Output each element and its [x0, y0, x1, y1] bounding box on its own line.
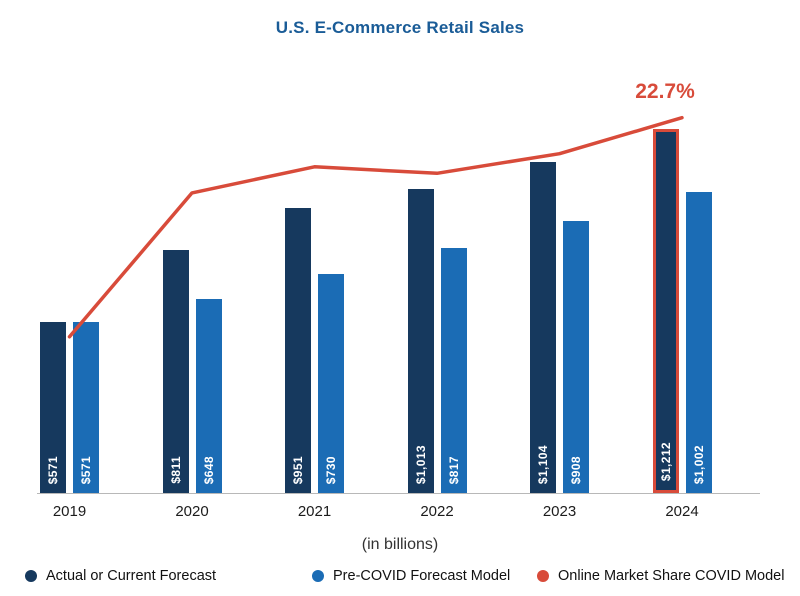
- x-axis-line: [37, 493, 760, 494]
- legend: Actual or Current Forecast Pre-COVID Fore…: [0, 566, 800, 588]
- legend-dot-icon: [537, 570, 549, 582]
- covid-model-line: [67, 115, 684, 339]
- legend-label: Pre-COVID Forecast Model: [333, 568, 511, 584]
- line-annotation: 22.7%: [635, 80, 695, 103]
- bar-value-label: $730: [324, 455, 338, 484]
- bar-2022-precovid: $817: [440, 247, 467, 493]
- legend-item-0: Actual or Current Forecast: [25, 566, 216, 586]
- x-tick-2020: 2020: [175, 503, 209, 520]
- bar-value-label: $1,013: [413, 444, 428, 484]
- bar-2022-actual: $1,013: [407, 189, 434, 493]
- bar-value-label: $1,002: [691, 444, 706, 484]
- x-tick-2024: 2024: [665, 503, 699, 520]
- bar-value-label: $951: [291, 455, 305, 484]
- legend-label: Actual or Current Forecast: [46, 568, 217, 584]
- bar-2021-precovid: $730: [318, 274, 344, 493]
- bar-2023-actual: $1,104: [530, 161, 556, 493]
- bar-value-label: $648: [201, 455, 216, 484]
- bar-value-label: $1,212: [658, 441, 673, 481]
- bar-2024-actual: $1,212: [652, 129, 679, 493]
- bar-value-label: $811: [168, 456, 183, 484]
- legend-item-2: Online Market Share COVID Model: [537, 566, 784, 586]
- x-tick-2019: 2019: [52, 503, 87, 520]
- bar-2020-precovid: $648: [195, 298, 222, 493]
- bar-2021-actual: $951: [285, 207, 311, 493]
- bar-value-label: $817: [446, 455, 461, 484]
- legend-label: Online Market Share COVID Model: [558, 568, 785, 584]
- bar-value-label: $571: [79, 455, 93, 484]
- bar-value-label: $1,104: [536, 444, 550, 484]
- bar-2024-precovid: $1,002: [685, 192, 712, 493]
- legend-item-1: Pre-COVID Forecast Model: [312, 566, 510, 586]
- x-tick-2022: 2022: [420, 503, 454, 520]
- bar-2023-precovid: $908: [563, 220, 589, 493]
- bar-2019-precovid: $571: [73, 321, 99, 493]
- bar-value-label: $908: [569, 455, 583, 484]
- legend-dot-icon: [312, 570, 324, 582]
- x-tick-2023: 2023: [542, 503, 577, 520]
- bar-2020-actual: $811: [162, 249, 189, 493]
- chart-title: U.S. E-Commerce Retail Sales: [275, 18, 525, 37]
- x-tick-2021: 2021: [297, 503, 332, 520]
- legend-dot-icon: [25, 570, 37, 582]
- bar-value-label: $571: [46, 455, 60, 484]
- axis-note: (in billions): [361, 536, 439, 553]
- bar-2019-actual: $571: [40, 321, 66, 493]
